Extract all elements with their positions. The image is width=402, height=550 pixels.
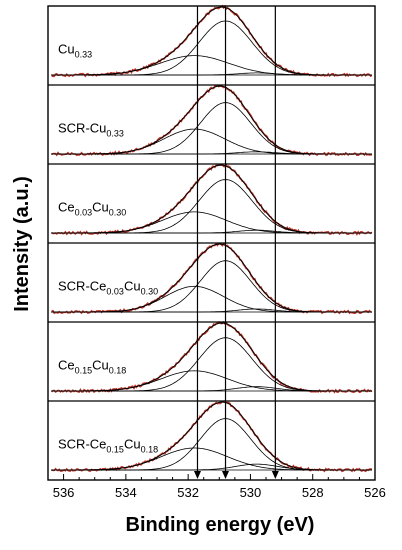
x-tick-label-530: 530 [240, 485, 262, 500]
panel-3: Ce0.03Cu0.30 [48, 163, 375, 237]
sample-label-4: SCR-Ce0.03Cu0.30 [58, 278, 158, 296]
sample-label-6: SCR-Ce0.15Cu0.18 [58, 436, 158, 454]
x-tick-label-528: 528 [302, 485, 324, 500]
panel-5: Ce0.15Cu0.18 [48, 320, 375, 394]
sample-label-1: Cu0.33 [58, 41, 92, 59]
sample-label-2: SCR-Cu0.33 [58, 120, 124, 138]
panel-4: SCR-Ce0.03Cu0.30 [48, 242, 375, 315]
reference-arrow-3 [271, 471, 279, 479]
panel-group: Cu0.33 SCR-Cu0.33 Ce0.03Cu0.30 SCR-Ce0.03Cu… [48, 4, 375, 473]
reference-lines [193, 6, 279, 479]
sample-label-5: Ce0.15Cu0.18 [58, 357, 126, 375]
x-tick-label-526: 526 [364, 485, 386, 500]
envelope-fit-1 [51, 6, 372, 76]
plot-frame [47, 5, 376, 481]
measured-trace-1 [51, 4, 373, 78]
component-peak-5-2 [51, 370, 372, 392]
reference-arrow-1 [193, 471, 201, 479]
x-axis-title: Binding energy (eV) [126, 514, 315, 536]
panel-2: SCR-Cu0.33 [48, 84, 375, 157]
component-peak-3-2 [51, 211, 372, 234]
x-tick-label-534: 534 [115, 485, 137, 500]
component-peak-1-2 [51, 55, 372, 76]
panel-1: Cu0.33 [51, 4, 373, 78]
x-tick-label-532: 532 [177, 485, 199, 500]
reference-arrow-2 [222, 471, 230, 479]
x-axis: 536 534 532 530 528 526 [53, 474, 386, 500]
component-peak-1-1 [51, 20, 372, 76]
plot-border [47, 5, 376, 481]
x-tick-label-536: 536 [53, 485, 75, 500]
y-axis-title: Intensity (a.u.) [11, 176, 33, 312]
panel-6: SCR-Ce0.15Cu0.18 [48, 400, 375, 473]
sample-label-3: Ce0.03Cu0.30 [58, 199, 126, 217]
